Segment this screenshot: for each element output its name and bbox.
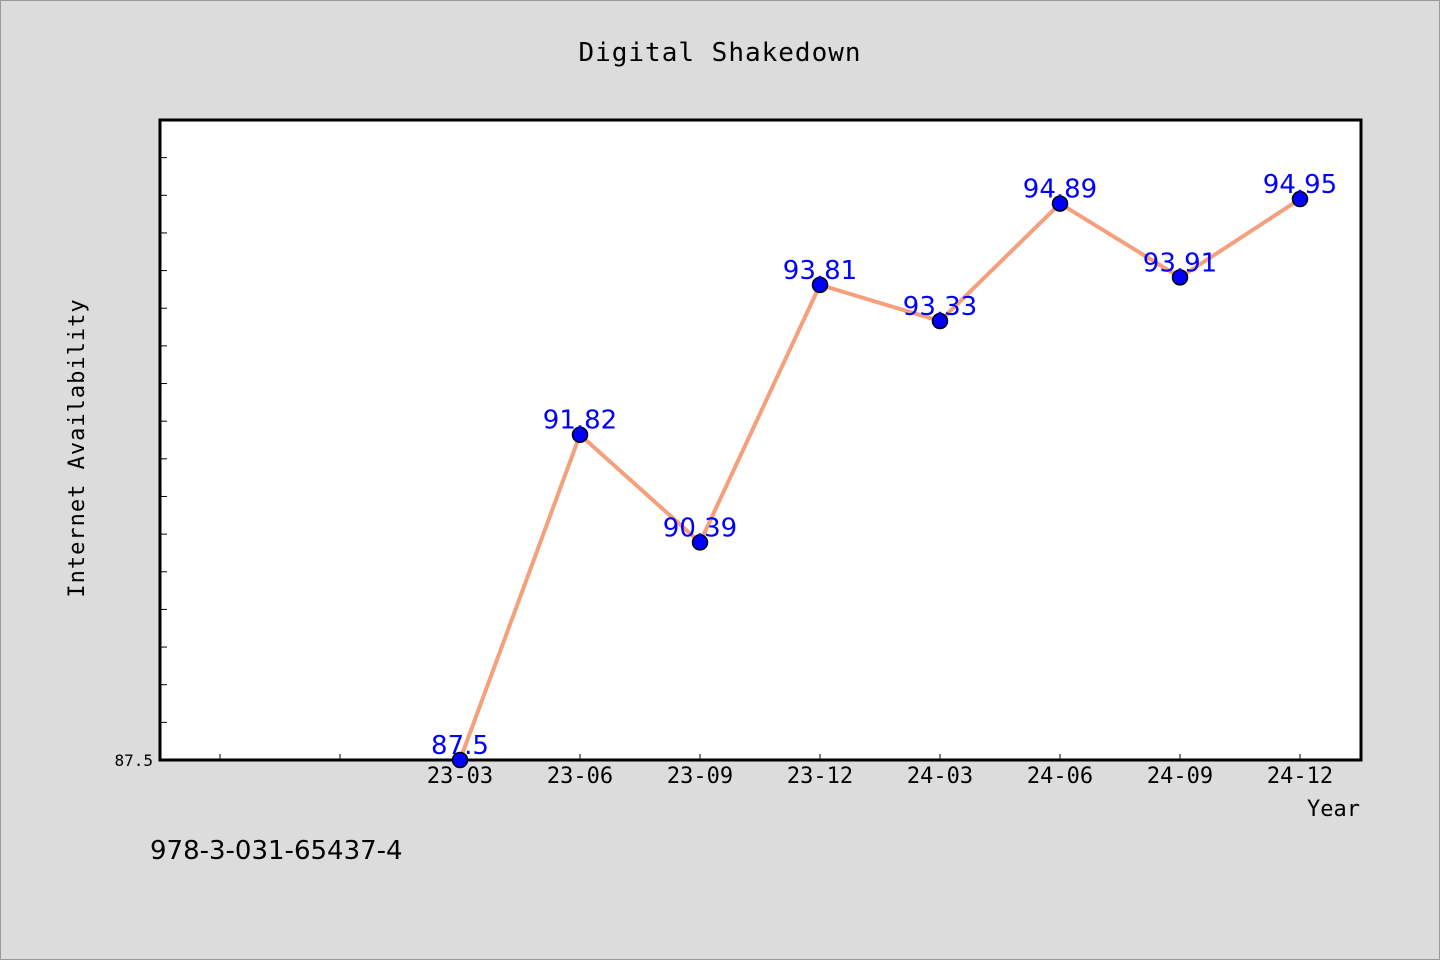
y-tick-label: 87.5 xyxy=(114,751,153,770)
data-point xyxy=(1171,269,1189,286)
plot-area xyxy=(160,120,1361,760)
isbn-text: 978-3-031-65437-4 xyxy=(150,836,403,866)
chart-title: Digital Shakedown xyxy=(578,38,861,68)
data-point xyxy=(691,534,709,551)
data-label: 90.39 xyxy=(663,513,737,543)
data-point xyxy=(1051,195,1069,212)
x-tick-label: 24-03 xyxy=(907,764,973,789)
data-labels-layer: 87.5 91.82 90.39 93.81 93.33 94.89 93.91 94.95 xyxy=(431,170,1337,761)
x-tick-label: 24-06 xyxy=(1027,764,1093,789)
data-label: 94.89 xyxy=(1023,175,1097,205)
data-label: 87.5 xyxy=(431,731,489,761)
plot-border xyxy=(158,118,1363,762)
x-tick-label: 23-12 xyxy=(787,764,853,789)
x-axis-label: Year xyxy=(1307,797,1360,822)
data-label: 91.82 xyxy=(543,406,617,436)
data-point xyxy=(811,276,829,294)
x-tick-label: 23-06 xyxy=(547,764,613,789)
x-tick-label: 24-09 xyxy=(1147,764,1213,789)
series-layer xyxy=(458,197,1302,762)
series-line xyxy=(458,197,1302,762)
data-point xyxy=(1291,190,1309,208)
data-point xyxy=(931,312,949,330)
x-tick-label: 24-12 xyxy=(1267,764,1333,789)
y-axis-label: Internet Availability xyxy=(65,298,90,597)
data-label: 93.81 xyxy=(783,256,857,286)
data-label: 93.33 xyxy=(903,292,977,322)
x-axis-tick-labels: 23-03 23-06 23-09 23-12 24-03 24-06 24-09 24-12 xyxy=(427,764,1333,789)
x-tick-label: 23-09 xyxy=(667,764,733,789)
data-point xyxy=(451,751,469,769)
markers-layer xyxy=(451,190,1309,769)
data-label: 93.91 xyxy=(1143,248,1217,278)
data-point xyxy=(571,426,589,443)
data-label: 94.95 xyxy=(1263,170,1337,200)
